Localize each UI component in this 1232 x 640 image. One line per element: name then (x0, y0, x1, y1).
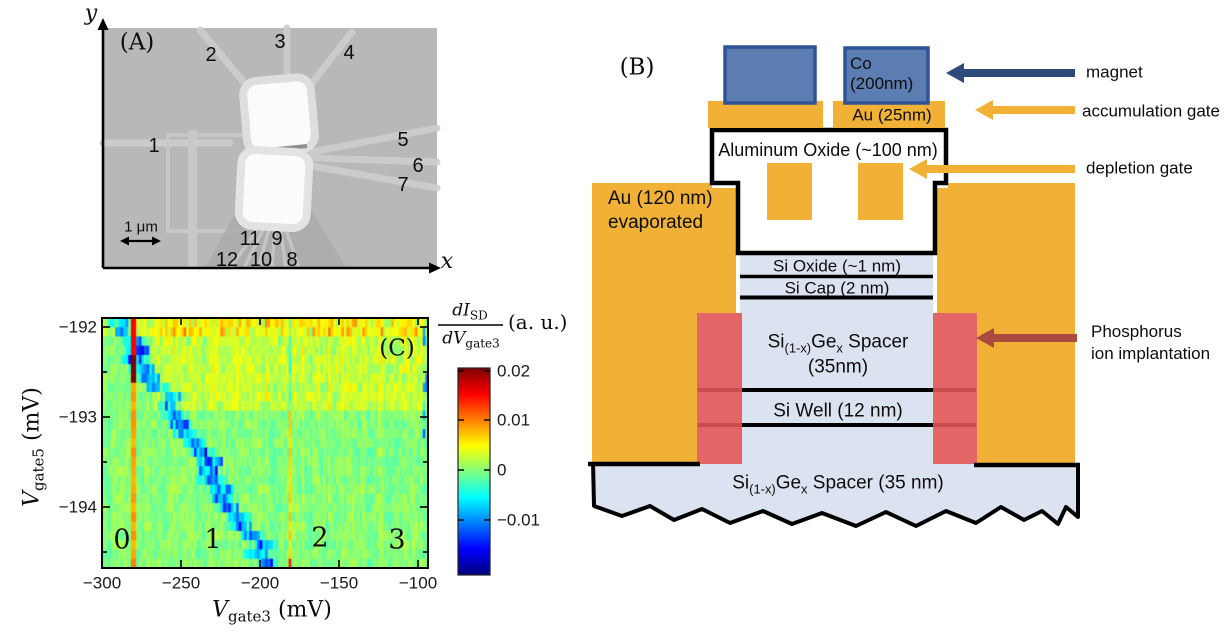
si-well-label: Si Well (12 nm) (773, 400, 903, 422)
sem-bottom-dot (234, 145, 314, 233)
cbar-tick-002: 0.02 (497, 361, 531, 381)
y-axis-label: y (84, 1, 98, 26)
au25-label: Au (25nm) (852, 105, 932, 125)
y-tick--194: −194 (58, 497, 97, 517)
x-tick--100: −100 (398, 573, 438, 593)
sige-spacer-top-label: Si(1-x)Gex Spacer (767, 331, 909, 356)
panel-b-tag: (B) (619, 54, 655, 81)
sem-image (97, 18, 441, 274)
depletion-gate-left (767, 163, 812, 220)
gate-label-5: 5 (397, 129, 409, 151)
gate-label-6: 6 (412, 155, 424, 177)
colorbar-label-unit: (a. u.) (508, 310, 568, 334)
sige-bottom-outline (591, 461, 1080, 528)
heatmap-frame (101, 317, 503, 576)
sige-spacer-top-label-line2: (35nm) (807, 356, 869, 378)
co-label-line1: Co (850, 54, 872, 73)
y-tick--193: −193 (58, 407, 97, 427)
occupation-label-1: 1 (204, 524, 222, 556)
occupation-label-0: 0 (113, 524, 131, 556)
co-magnet-left (723, 45, 817, 105)
accumulation-gate-right (833, 101, 945, 128)
y-tick--192: −192 (58, 317, 97, 337)
panel-c-tag: (C) (379, 335, 415, 362)
x-axis-title: Vgate3 (mV) (212, 599, 332, 624)
si-stack (740, 253, 933, 465)
x-axis-symbol: V (212, 597, 228, 623)
legend-depletion-gate: depletion gate (1086, 158, 1193, 178)
x-tick--150: −150 (319, 573, 359, 593)
co-magnet-right (843, 46, 930, 105)
si-oxide-label: Si Oxide (~1 nm) (772, 256, 902, 276)
depletion-gate-arrow (909, 159, 1075, 179)
sem-gate-band (188, 130, 197, 268)
alox-box (709, 127, 949, 256)
legend-phosphorus-line1: Phosphorus (1091, 322, 1182, 341)
gate-label-1: 1 (148, 135, 160, 157)
cbar-tick-001: 0.01 (497, 410, 531, 430)
sem-top-dot (239, 73, 319, 157)
occupation-label-3: 3 (388, 524, 406, 556)
au120-left (592, 183, 736, 464)
x-tick--300: −300 (82, 573, 122, 593)
x-axis-subscript: gate3 (227, 607, 271, 626)
si-cap-label: Si Cap (2 nm) (784, 278, 890, 298)
au120-right (937, 183, 1075, 465)
sem-axes (101, 28, 433, 270)
y-axis-symbol: V (19, 491, 45, 507)
occupation-label-2: 2 (311, 522, 329, 554)
y-axis-subscript: gate5 (29, 448, 48, 492)
cbar-tick--001: −0.01 (497, 510, 541, 530)
magnet-arrow (946, 63, 1075, 83)
implant-region-left (697, 313, 742, 464)
gate-label-3: 3 (274, 31, 286, 53)
gate-label-12: 12 (215, 249, 239, 271)
au120-label-line1: Au (120 nm) (608, 188, 713, 209)
scale-bar-label: 1 μm (124, 218, 158, 236)
depletion-gate-right (858, 163, 903, 220)
sige-spacer-bottom-label: Si(1-x)Gex Spacer (35 nm) (732, 472, 944, 497)
x-tick--250: −250 (161, 573, 201, 593)
colorbar-canvas (458, 368, 490, 575)
gate-label-8: 8 (286, 249, 298, 271)
co-label-line2: (200nm) (850, 74, 914, 93)
colorbar-label-denominator: dVgate3 (442, 328, 500, 351)
gate-label-4: 4 (343, 42, 355, 64)
alox-label: Aluminum Oxide (~100 nm) (718, 140, 938, 160)
phosphorus-arrow (976, 328, 1077, 348)
sige-bottom-spacer (593, 464, 1078, 526)
x-axis-unit: (mV) (270, 597, 332, 623)
colorbar-label-numerator: dISD (452, 300, 488, 323)
gate-label-2: 2 (205, 44, 217, 66)
y-axis-title: Vgate5 (mV) (19, 387, 48, 507)
colorbar-frame (457, 367, 491, 576)
au120-label-line2: evaporated (608, 212, 704, 233)
y-axis-arrowhead (97, 18, 109, 30)
gate-label-9: 9 (271, 228, 283, 250)
x-axis-arrowhead (429, 262, 441, 274)
x-axis-label: x (440, 249, 454, 274)
gate-label-10: 10 (249, 249, 273, 271)
heatmap-canvas (102, 318, 428, 568)
y-axis-unit: (mV) (19, 387, 45, 449)
accumulation-gate-arrow (975, 100, 1075, 120)
device-schematic (588, 45, 1080, 528)
cbar-tick-0: 0 (497, 460, 507, 480)
legend-accumulation-gate: accumulation gate (1082, 101, 1220, 121)
accumulation-gate-left (708, 101, 823, 128)
gate-label-7: 7 (397, 174, 409, 196)
x-tick--200: −200 (240, 573, 280, 593)
gate-label-11: 11 (239, 228, 261, 250)
panel-a-tag: (A) (119, 29, 155, 56)
legend-magnet: magnet (1086, 62, 1143, 82)
implant-region-right (933, 313, 977, 464)
legend-phosphorus-line2: ion implantation (1091, 344, 1211, 363)
